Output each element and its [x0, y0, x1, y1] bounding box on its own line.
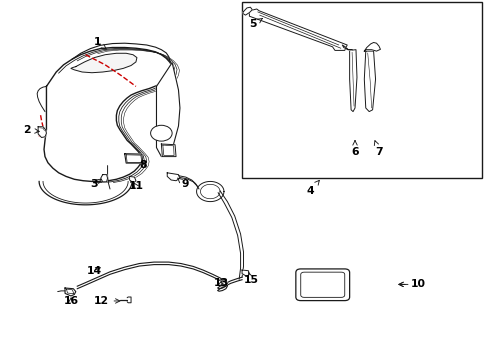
Polygon shape: [342, 45, 351, 50]
Text: 4: 4: [306, 180, 319, 196]
Polygon shape: [161, 144, 176, 157]
Text: 7: 7: [373, 141, 382, 157]
Polygon shape: [242, 7, 252, 15]
Polygon shape: [249, 9, 346, 50]
Text: 5: 5: [249, 18, 262, 30]
Text: 2: 2: [23, 125, 39, 135]
Polygon shape: [44, 48, 172, 181]
Polygon shape: [221, 279, 227, 285]
Polygon shape: [242, 270, 249, 276]
Text: 3: 3: [90, 179, 101, 189]
FancyBboxPatch shape: [295, 269, 349, 301]
Circle shape: [150, 125, 172, 141]
Polygon shape: [349, 50, 356, 112]
Polygon shape: [101, 175, 107, 182]
Text: 13: 13: [213, 278, 228, 288]
Polygon shape: [71, 53, 137, 73]
Text: 6: 6: [350, 141, 358, 157]
Text: 12: 12: [93, 296, 120, 306]
Text: 10: 10: [398, 279, 425, 289]
Text: 15: 15: [243, 272, 258, 285]
Text: 16: 16: [63, 296, 78, 306]
Polygon shape: [364, 51, 375, 112]
Text: 9: 9: [178, 178, 188, 189]
Text: 8: 8: [139, 159, 146, 170]
Text: 14: 14: [86, 266, 101, 276]
Polygon shape: [38, 127, 46, 138]
Polygon shape: [156, 63, 180, 157]
Polygon shape: [167, 173, 180, 181]
Polygon shape: [129, 176, 136, 183]
Text: 1: 1: [94, 37, 106, 49]
Polygon shape: [124, 154, 142, 163]
Bar: [242, 2, 481, 178]
Text: 11: 11: [128, 181, 143, 191]
Polygon shape: [364, 42, 380, 51]
FancyBboxPatch shape: [300, 272, 344, 297]
Polygon shape: [65, 288, 76, 296]
